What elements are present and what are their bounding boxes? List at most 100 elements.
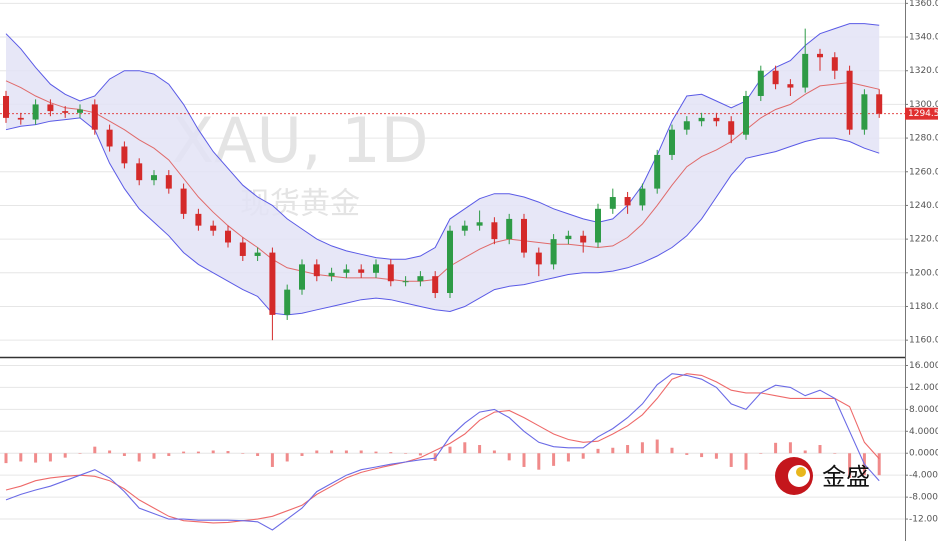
histogram-bar: [48, 453, 52, 462]
histogram-bar: [270, 453, 274, 467]
y-tick-label: -4.0000: [909, 471, 938, 481]
candle-body: [698, 117, 705, 122]
candle-body: [461, 225, 468, 231]
last-price-label: 1294.50: [908, 109, 938, 119]
histogram-bar: [596, 448, 600, 454]
plot: [0, 23, 905, 531]
histogram-bar: [803, 450, 807, 454]
histogram-bar: [552, 453, 556, 466]
candle-body: [373, 264, 379, 273]
y-tick-label: 1260.00: [909, 167, 938, 177]
candle-body: [654, 154, 661, 189]
candle-body: [3, 95, 9, 118]
candle-body: [817, 53, 823, 58]
candle-body: [876, 94, 883, 114]
histogram-bar: [404, 453, 408, 454]
histogram-bar: [714, 453, 718, 459]
y-tick-label: 16.0000: [909, 361, 938, 371]
histogram-bar: [226, 451, 230, 454]
histogram-bar: [344, 450, 348, 454]
candle-body: [180, 188, 187, 214]
candle-body: [743, 95, 749, 135]
candle-body: [417, 276, 424, 282]
candle-body: [106, 129, 113, 147]
histogram-bar: [685, 453, 689, 455]
candle-body: [521, 218, 527, 253]
y-tick-label: 1240.00: [909, 201, 938, 211]
candle-body: [432, 276, 439, 294]
y-tick-label: 8.0000: [909, 405, 938, 415]
candle-body: [328, 272, 335, 277]
histogram-bar: [566, 453, 570, 462]
candle-body: [91, 104, 98, 130]
histogram-bar: [670, 447, 674, 454]
histogram-bar: [700, 453, 704, 458]
histogram-bar: [448, 446, 452, 454]
candle-body: [713, 117, 720, 122]
candle-body: [77, 109, 83, 113]
histogram-bar: [137, 453, 141, 462]
y-tick-label: -12.0000: [909, 515, 938, 525]
histogram-bar: [581, 453, 585, 459]
y-tick-label: 1340.00: [909, 33, 938, 43]
candle-body: [358, 269, 365, 273]
candle-body: [136, 163, 143, 181]
y-tick-label: -8.0000: [909, 493, 938, 503]
candle-body: [299, 264, 305, 290]
histogram-bar: [729, 453, 733, 467]
candle-body: [683, 121, 690, 130]
histogram-bar: [4, 453, 8, 464]
band-upper: [5, 23, 880, 260]
candle-body: [151, 175, 157, 181]
candle-body: [609, 197, 616, 209]
candle-body: [580, 235, 587, 243]
histogram-bar: [152, 453, 156, 459]
candle-body: [239, 242, 246, 256]
candle-body: [595, 208, 601, 243]
candle-body: [861, 94, 868, 130]
histogram-bar: [463, 442, 467, 454]
candle-body: [757, 70, 764, 96]
candle-body: [210, 225, 217, 231]
y-tick-label: 1360.00: [909, 0, 938, 9]
histogram-bar: [182, 451, 186, 454]
histogram-bar: [759, 453, 763, 454]
candle-body: [506, 218, 513, 240]
axis: 1160.00 1180.00 1200.00 1220.00 1240.00 1260.…: [905, 0, 938, 525]
candle-body: [639, 188, 646, 206]
histogram-bar: [300, 453, 304, 456]
histogram-bar: [848, 453, 852, 478]
histogram-bar: [744, 453, 748, 470]
histogram-bar: [655, 439, 659, 454]
histogram-bar: [774, 442, 778, 454]
candle-body: [728, 121, 735, 135]
histogram-bar: [640, 442, 644, 454]
y-tick-label: 4.0000: [909, 427, 938, 437]
histogram-bar: [78, 453, 82, 454]
band-lower: [5, 117, 880, 316]
candle-body: [565, 235, 572, 240]
logo-dot: [796, 467, 806, 477]
histogram-bar: [433, 453, 437, 461]
candle-body: [831, 57, 838, 71]
last-price-box: [905, 107, 938, 120]
candle-body: [62, 111, 69, 113]
histogram-bar: [418, 453, 422, 456]
candle-body: [284, 289, 291, 315]
y-tick-label: 1200.00: [909, 268, 938, 278]
histogram-bar: [359, 450, 363, 454]
candle-body: [17, 117, 24, 120]
histogram-bar: [833, 453, 837, 454]
candle-body: [387, 264, 394, 282]
histogram-bar: [93, 446, 97, 454]
histogram-bar: [522, 453, 526, 467]
histogram-bar: [626, 445, 630, 454]
candle-body: [32, 104, 39, 120]
histogram-bar: [492, 450, 496, 454]
candle-body: [121, 146, 128, 164]
histogram-bar: [315, 450, 319, 454]
y-tick-label: 0.0000: [909, 449, 938, 459]
y-tick-label: 1160.00: [909, 336, 938, 346]
candle-body: [47, 104, 54, 112]
candle-body: [491, 222, 498, 240]
